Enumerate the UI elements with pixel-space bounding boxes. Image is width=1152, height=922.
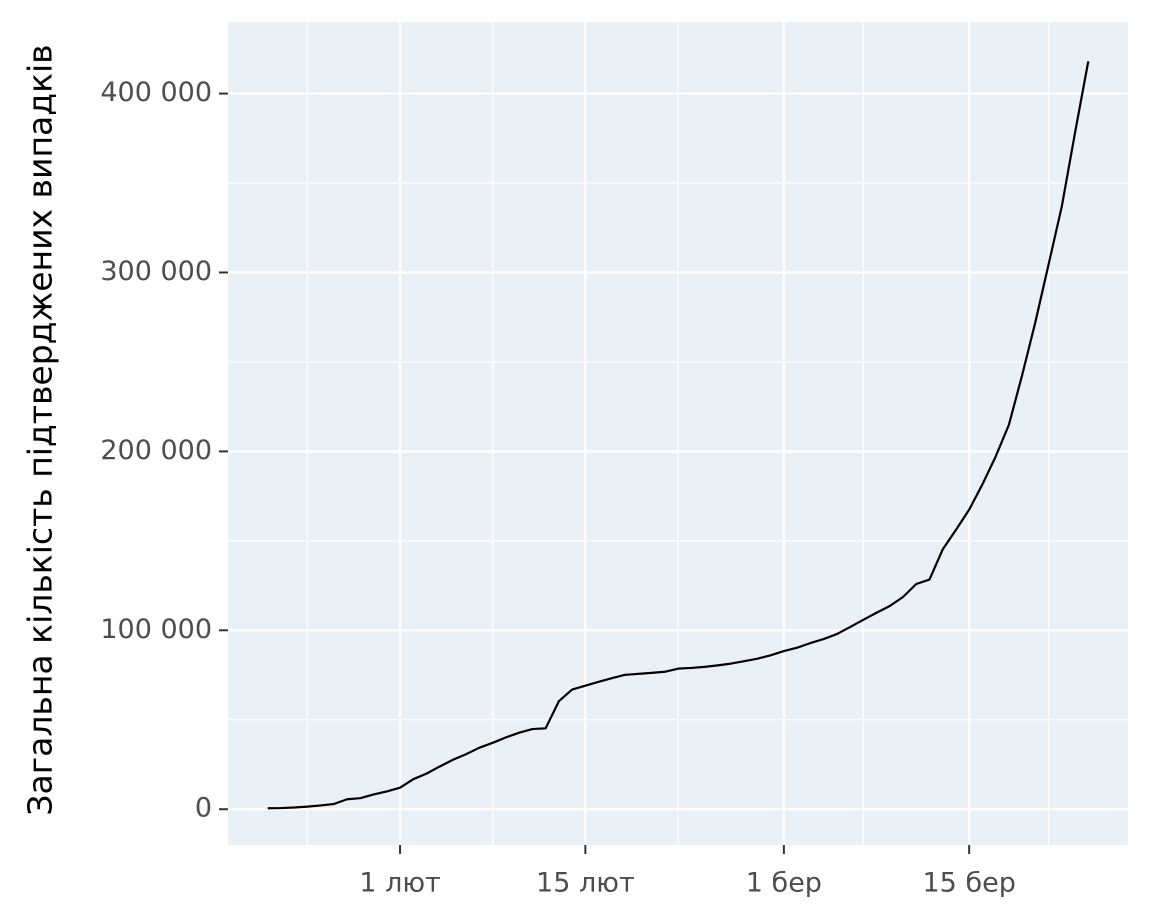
y-tick-label: 200 000 [100, 435, 212, 466]
x-tick-label: 1 бер [746, 868, 822, 899]
y-tick-label: 400 000 [100, 77, 212, 108]
y-axis-title: Загальна кількість підтверджених випадкі… [21, 44, 60, 815]
x-tick-label: 15 лют [536, 868, 635, 899]
y-tick-label: 100 000 [100, 614, 212, 645]
x-tick-label: 1 лют [359, 868, 440, 899]
y-tick-label: 300 000 [100, 256, 212, 287]
x-tick-label: 15 бер [923, 868, 1016, 899]
data-line [267, 61, 1090, 810]
y-tick-label: 0 [195, 793, 212, 824]
